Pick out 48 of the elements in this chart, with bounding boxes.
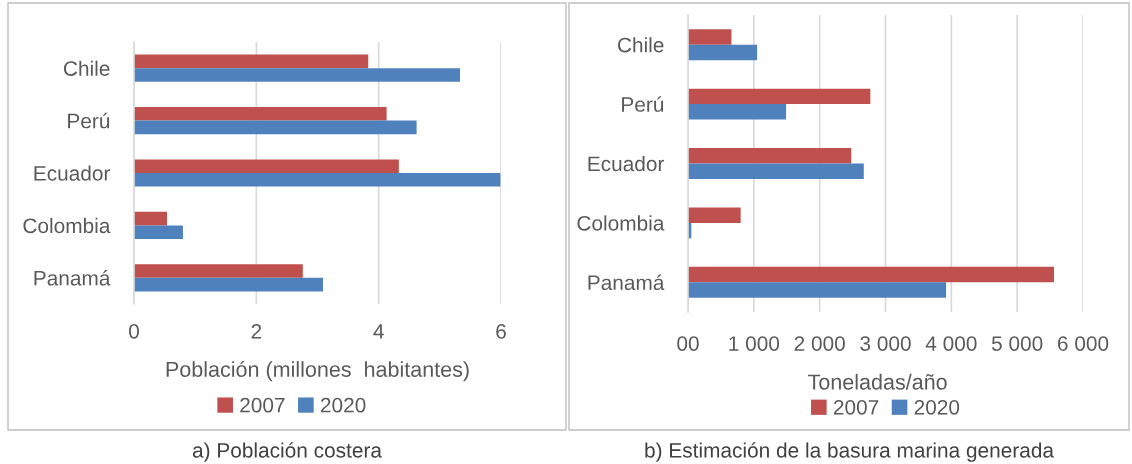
bar — [134, 225, 183, 240]
y-tick-label: Chile — [63, 60, 110, 76]
bar — [134, 120, 417, 135]
y-tick-label: Ecuador — [34, 165, 111, 181]
x-tick-label: 2 — [251, 323, 262, 339]
bar — [688, 163, 864, 179]
x-tick-label: 2 000 — [794, 336, 845, 351]
y-tick-label: Panamá — [588, 274, 665, 291]
x-tick-label: 3 000 — [860, 336, 911, 351]
bar — [134, 173, 501, 187]
x-tick-label: 6 — [496, 323, 506, 339]
bar — [688, 29, 732, 45]
x-tick-label: 4 — [373, 324, 384, 339]
bar — [134, 54, 369, 69]
x-tick-label: 5 000 — [991, 336, 1043, 351]
x-tick-label: 0 — [129, 323, 139, 339]
bar — [134, 68, 461, 82]
text: b) Estimación de la basura marina generada — [645, 442, 1054, 462]
x-tick-label: 1 000 — [729, 336, 780, 351]
x-axis-title: Toneladas/año — [808, 373, 947, 390]
bar — [134, 264, 303, 278]
y-tick-label: Perú — [68, 112, 110, 129]
text: a) Población costera — [192, 442, 382, 462]
legend-label: 2007 — [240, 397, 285, 413]
bar — [688, 88, 871, 105]
y-tick-label: Panamá — [34, 270, 111, 286]
y-tick-label: Perú — [622, 96, 664, 112]
bar — [688, 282, 947, 298]
bar — [688, 104, 787, 120]
x-axis-title: Población (millones habitantes) — [166, 360, 469, 382]
bar — [688, 44, 758, 61]
legend-label: 2007 — [833, 399, 879, 415]
legend-label: 2020 — [320, 397, 366, 413]
y-tick-label: Colombia — [23, 217, 111, 234]
bar — [134, 159, 399, 173]
y-tick-label: Colombia — [577, 215, 665, 231]
y-tick-label: Ecuador — [588, 155, 665, 172]
x-tick-label: 6 000 — [1057, 336, 1109, 351]
bar — [134, 106, 387, 121]
legend-label: 2020 — [914, 399, 960, 415]
bar — [688, 266, 1055, 283]
bar — [134, 277, 324, 292]
bar — [134, 211, 168, 226]
y-tick-label: Chile — [617, 37, 664, 53]
x-tick-label: 4 000 — [925, 336, 977, 351]
bar — [688, 148, 852, 164]
x-tick-label: 00 — [677, 336, 699, 351]
bar — [688, 207, 741, 223]
